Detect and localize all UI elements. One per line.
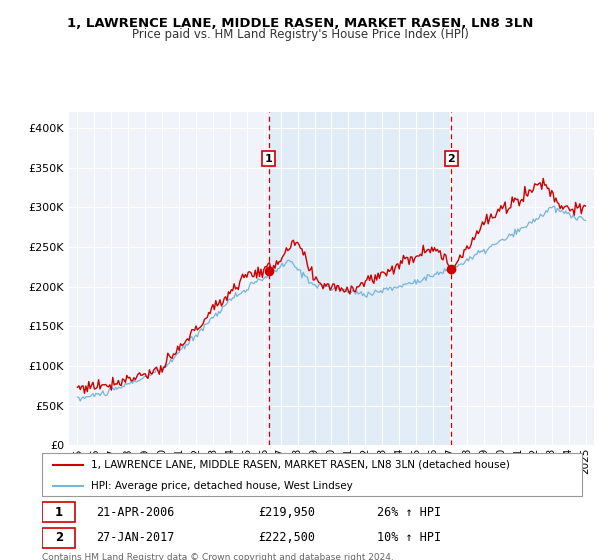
FancyBboxPatch shape — [42, 528, 76, 548]
Text: 27-JAN-2017: 27-JAN-2017 — [96, 531, 175, 544]
Text: 1, LAWRENCE LANE, MIDDLE RASEN, MARKET RASEN, LN8 3LN (detached house): 1, LAWRENCE LANE, MIDDLE RASEN, MARKET R… — [91, 460, 509, 470]
Text: 10% ↑ HPI: 10% ↑ HPI — [377, 531, 441, 544]
Text: 1: 1 — [55, 506, 63, 519]
Text: 2: 2 — [55, 531, 63, 544]
Text: £222,500: £222,500 — [258, 531, 315, 544]
FancyBboxPatch shape — [42, 453, 582, 496]
Text: HPI: Average price, detached house, West Lindsey: HPI: Average price, detached house, West… — [91, 481, 352, 491]
Text: 2: 2 — [448, 153, 455, 164]
Text: 1, LAWRENCE LANE, MIDDLE RASEN, MARKET RASEN, LN8 3LN: 1, LAWRENCE LANE, MIDDLE RASEN, MARKET R… — [67, 17, 533, 30]
Text: 21-APR-2006: 21-APR-2006 — [96, 506, 175, 519]
Text: £219,950: £219,950 — [258, 506, 315, 519]
Bar — [269, 112, 451, 445]
Text: 1: 1 — [265, 153, 273, 164]
Text: Price paid vs. HM Land Registry's House Price Index (HPI): Price paid vs. HM Land Registry's House … — [131, 28, 469, 41]
Text: 26% ↑ HPI: 26% ↑ HPI — [377, 506, 441, 519]
FancyBboxPatch shape — [42, 502, 76, 522]
Text: Contains HM Land Registry data © Crown copyright and database right 2024.
This d: Contains HM Land Registry data © Crown c… — [42, 553, 394, 560]
